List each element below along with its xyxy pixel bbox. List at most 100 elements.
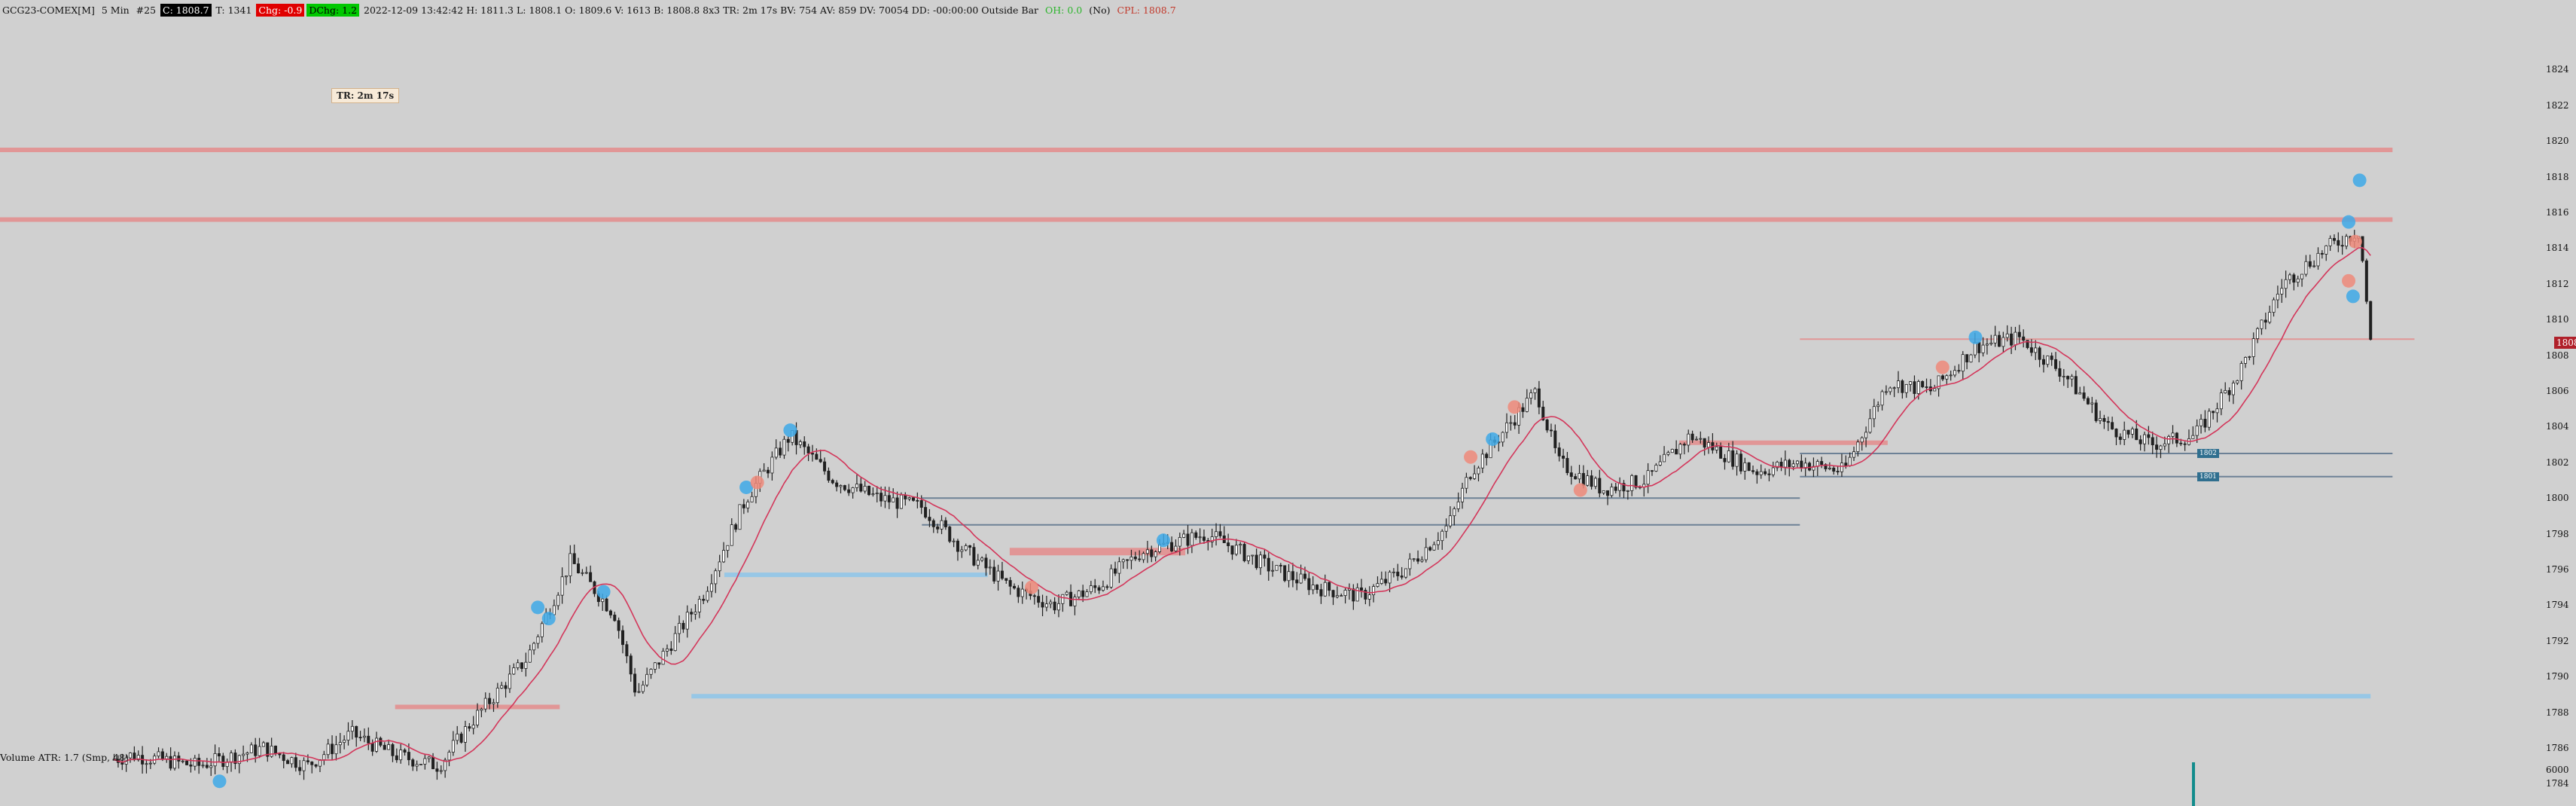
candle-body	[500, 685, 504, 688]
candle-body	[577, 563, 581, 573]
candle-body	[2288, 274, 2291, 280]
price-axis[interactable]: 1824 1822 1820 1818 1816 1814 1812 1810 1808 1806…	[2541, 0, 2576, 806]
candle-body	[879, 493, 883, 502]
candle-body	[665, 648, 669, 652]
candle-body	[2054, 359, 2058, 369]
candle-body	[605, 598, 608, 612]
candle-body	[1142, 553, 1145, 560]
candle-body	[2147, 434, 2151, 438]
candle-body	[1444, 525, 1448, 532]
price-tick-label: 1788	[2546, 707, 2569, 718]
level-tag: 1801	[2197, 472, 2219, 481]
candle-body	[1791, 463, 1795, 467]
candle-body	[2195, 425, 2199, 436]
candle-body	[427, 756, 431, 759]
candle-body	[2017, 331, 2021, 337]
candle-body	[1227, 542, 1230, 546]
candle-body	[1779, 462, 1783, 468]
candle-body	[2219, 392, 2223, 410]
candle-body	[391, 744, 395, 756]
candle-body	[1275, 565, 1279, 571]
candle-body	[2280, 288, 2284, 295]
timeframe-label[interactable]: 5 Min	[101, 4, 130, 16]
candle-body	[310, 762, 314, 765]
candle-body	[827, 470, 831, 481]
candle-body	[1747, 462, 1751, 472]
candle-body	[1634, 475, 1638, 488]
candle-body	[952, 540, 956, 542]
candle-body	[2345, 236, 2349, 247]
candle-body	[730, 524, 733, 546]
candle-body	[2212, 411, 2215, 414]
candle-body	[1940, 375, 1944, 380]
price-tick-label: 1812	[2546, 278, 2569, 289]
candle-body	[706, 591, 709, 601]
symbol-label[interactable]: GCG23-COMEX[M]	[2, 4, 95, 16]
price-tick-label: 1786	[2546, 743, 2569, 753]
candle-body	[2135, 428, 2139, 441]
candle-body	[1473, 473, 1477, 479]
candle-body	[1388, 572, 1392, 584]
candle-body	[217, 753, 221, 757]
candle-body	[2106, 421, 2110, 423]
signal-bubble	[1935, 360, 1950, 374]
candle-body	[690, 612, 694, 615]
candle-body	[205, 765, 209, 768]
candle-body	[1998, 334, 2001, 347]
chart-header: GCG23-COMEX[M] 5 Min #25 C: 1808.7 T: 13…	[0, 2, 1181, 18]
candle-body	[916, 499, 919, 502]
candle-body	[2239, 363, 2243, 381]
price-tick-label: 1784	[2546, 778, 2569, 789]
candle-body	[798, 441, 802, 445]
candle-body	[1574, 476, 1578, 480]
candle-body	[1352, 588, 1355, 602]
candle-body	[835, 482, 839, 487]
candle-body	[980, 557, 984, 561]
candle-body	[1901, 380, 1904, 393]
candle-body	[370, 743, 374, 752]
candle-body	[1037, 596, 1041, 603]
candle-body	[1372, 586, 1376, 596]
price-tick-label: 1802	[2546, 456, 2569, 468]
signal-bubble	[1507, 400, 1522, 414]
candle-body	[1145, 549, 1149, 554]
candle-body	[960, 549, 964, 552]
candle-body	[2094, 402, 2098, 421]
volume-tick-label: 6000	[2546, 765, 2569, 775]
candle-body	[1703, 438, 1706, 448]
candle-body	[1719, 446, 1723, 459]
candle-body	[2296, 278, 2300, 283]
candle-body	[483, 698, 487, 710]
candle-body	[1953, 370, 1957, 376]
candle-body	[1776, 462, 1779, 469]
price-tick-label: 1794	[2546, 600, 2569, 611]
candle-body	[875, 493, 879, 494]
candle-body	[1287, 571, 1291, 582]
candle-body	[1529, 392, 1533, 398]
candle-body	[1820, 461, 1824, 466]
candle-body	[540, 623, 544, 637]
volume-label: Volume ATR: 1.7 (Smp, 48)	[0, 752, 129, 763]
candle-body	[718, 561, 721, 572]
candle-body	[221, 756, 225, 768]
candle-body	[1969, 354, 1973, 363]
candle-body	[181, 760, 184, 762]
candle-body	[415, 764, 419, 767]
candle-body	[895, 497, 899, 509]
candle-body	[1949, 374, 1953, 377]
candle-body	[1864, 432, 1868, 438]
candle-body	[786, 438, 790, 443]
candle-body	[1461, 487, 1465, 502]
candle-body	[661, 651, 665, 665]
price-tick-label: 1796	[2546, 564, 2569, 575]
candle-body	[1485, 453, 1489, 459]
candle-body	[1412, 558, 1416, 560]
candle-body	[358, 737, 362, 739]
candle-body	[899, 494, 903, 509]
candle-body	[468, 726, 471, 729]
candle-body	[1323, 582, 1327, 597]
change-badge: Chg: -0.9	[256, 3, 305, 17]
candle-body	[254, 744, 258, 756]
candle-body	[1977, 342, 1981, 353]
